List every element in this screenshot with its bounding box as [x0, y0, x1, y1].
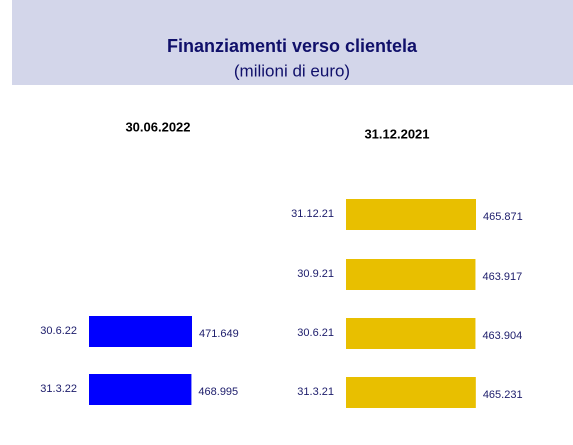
bar [346, 259, 476, 290]
bar [346, 377, 476, 408]
header-band [12, 0, 573, 85]
category-label: 31.3.22 [40, 383, 77, 395]
value-label: 468.995 [198, 386, 238, 398]
category-label: 31.12.21 [291, 208, 334, 220]
category-label: 30.9.21 [297, 268, 334, 280]
bar [89, 374, 192, 405]
bar [346, 318, 476, 349]
panel-title: 31.12.2021 [364, 126, 429, 141]
bar [346, 199, 476, 230]
title: Finanziamenti verso clientela [167, 36, 418, 56]
value-label: 465.231 [483, 389, 523, 401]
subtitle: (milioni di euro) [234, 61, 350, 80]
category-label: 30.6.22 [40, 325, 77, 337]
panel-title: 30.06.2022 [125, 119, 190, 134]
value-label: 463.917 [482, 271, 522, 283]
category-label: 30.6.21 [297, 327, 334, 339]
value-label: 463.904 [482, 330, 522, 342]
bar [89, 316, 192, 347]
value-label: 471.649 [199, 328, 239, 340]
value-label: 465.871 [483, 211, 523, 223]
category-label: 31.3.21 [297, 386, 334, 398]
